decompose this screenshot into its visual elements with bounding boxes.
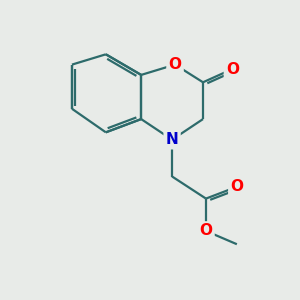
Text: O: O xyxy=(169,57,182,72)
Text: O: O xyxy=(230,179,243,194)
Text: O: O xyxy=(226,61,239,76)
Text: N: N xyxy=(166,132,178,147)
Text: O: O xyxy=(200,224,212,238)
